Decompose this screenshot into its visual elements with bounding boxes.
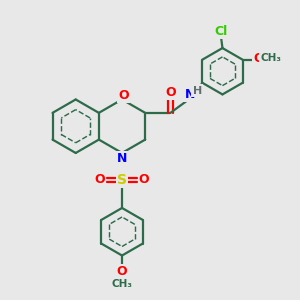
Text: N: N: [117, 152, 127, 165]
Text: O: O: [117, 266, 127, 278]
Text: CH₃: CH₃: [260, 53, 281, 63]
Text: S: S: [117, 173, 127, 187]
Text: O: O: [95, 173, 105, 186]
Text: N: N: [184, 88, 195, 100]
Text: O: O: [165, 86, 176, 99]
Text: S: S: [117, 173, 127, 187]
Text: O: O: [254, 52, 264, 65]
Text: Cl: Cl: [214, 25, 228, 38]
Text: O: O: [139, 173, 149, 186]
Text: CH₃: CH₃: [112, 279, 133, 289]
Text: H: H: [193, 85, 202, 96]
Text: O: O: [118, 88, 129, 101]
